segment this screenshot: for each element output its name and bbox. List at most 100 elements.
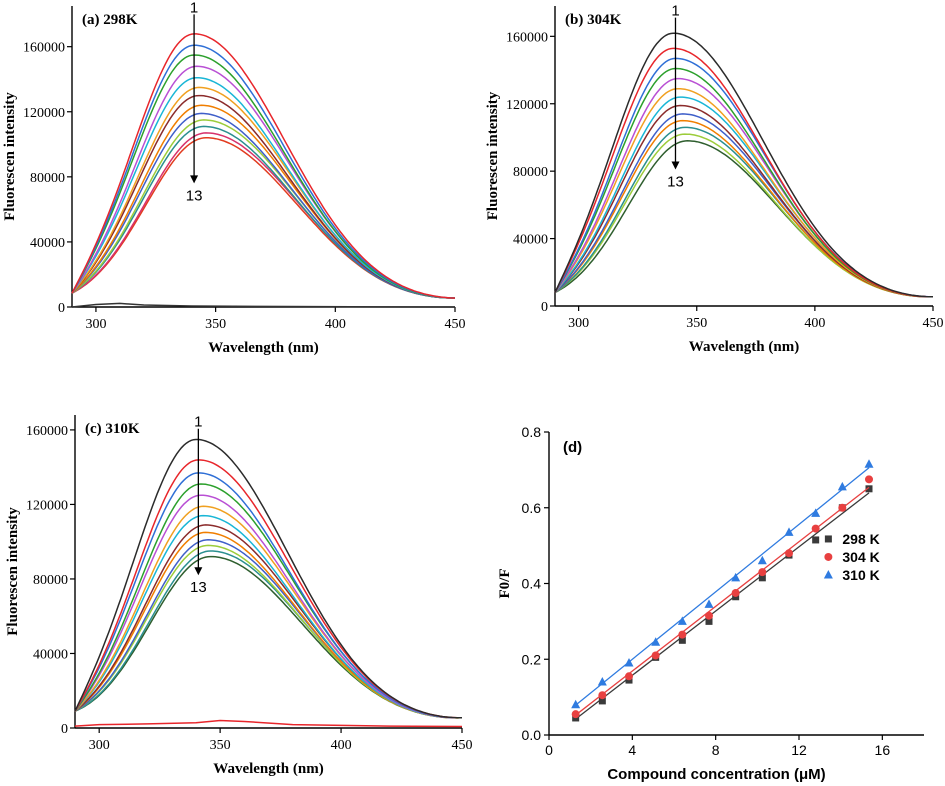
data-point-304-K — [838, 503, 847, 512]
data-point-310-K — [624, 658, 634, 667]
spectrum-curve-13 — [554, 140, 934, 298]
y-tick-label: 0 — [58, 301, 65, 316]
data-point-304-K — [598, 691, 607, 700]
data-point-298-K — [705, 617, 713, 625]
arrow-end-label: 13 — [667, 173, 684, 190]
x-tick-label: 4 — [628, 742, 636, 758]
y-tick-label: 120000 — [506, 98, 548, 113]
spectrum-curve-2 — [554, 47, 933, 298]
chart-panel-a: 0 40000 80000 120000 160000 300 350 400 450 Wavel… — [2, 0, 466, 356]
spectrum-curve-2 — [71, 44, 456, 299]
data-point-298-K — [865, 485, 873, 493]
spectrum-curve-3 — [71, 54, 456, 299]
x-tick-label: 300 — [85, 317, 106, 332]
x-tick-label: 400 — [804, 316, 825, 331]
spectrum-curve-10 — [554, 119, 934, 298]
y-tick-label: 0 — [541, 300, 548, 315]
data-point-310-K — [651, 637, 661, 646]
spectrum-curve-1 — [71, 33, 456, 299]
y-tick-label: 160000 — [26, 424, 68, 439]
spectrum-curve-5 — [554, 77, 933, 298]
legend-marker-304-K — [824, 552, 833, 561]
x-tick-label: 450 — [923, 316, 944, 331]
fit-line-298-K — [575, 492, 870, 720]
legend-label: 304 K — [842, 549, 879, 565]
spectrum-curve-4 — [74, 483, 462, 719]
y-axis-title: F0/F — [497, 569, 513, 599]
legend-marker-298-K — [824, 535, 832, 543]
x-tick-label: 300 — [89, 738, 110, 753]
arrow-start-label: 1 — [671, 3, 679, 20]
y-tick-label: 120000 — [23, 106, 65, 121]
quench-arrow-head — [671, 161, 680, 170]
data-point-310-K — [597, 676, 607, 686]
x-axis-title: Wavelength (nm) — [213, 761, 323, 777]
panel-label: (a) 298K — [82, 12, 138, 28]
data-point-298-K — [812, 536, 820, 544]
data-point-304-K — [758, 568, 767, 577]
y-axis-title: Fluorescen intensity — [2, 92, 18, 221]
data-point-310-K — [811, 508, 821, 517]
data-point-310-K — [571, 699, 581, 709]
data-point-304-K — [571, 710, 580, 719]
chart-panel-c: 0 40000 80000 120000 160000 300 350 400 450 Wavel… — [5, 414, 473, 777]
x-tick-label: 450 — [445, 317, 466, 332]
legend-marker-310-K — [823, 569, 833, 579]
y-tick-label: 0.2 — [522, 651, 542, 667]
data-point-304-K — [731, 588, 740, 597]
data-point-310-K — [704, 599, 714, 608]
data-point-310-K — [864, 459, 874, 468]
x-tick-label: 450 — [452, 738, 473, 753]
y-tick-label: 160000 — [23, 41, 65, 56]
spectrum-curve-5 — [71, 76, 456, 299]
x-tick-label: 350 — [210, 738, 231, 753]
fit-line-310-K — [575, 467, 870, 706]
panel-label: (d) — [563, 439, 582, 456]
data-point-304-K — [865, 475, 873, 484]
legend-label: 310 K — [842, 567, 879, 583]
y-tick-label: 0.6 — [522, 500, 542, 516]
arrow-start-label: 1 — [190, 0, 198, 16]
data-point-304-K — [705, 611, 713, 620]
y-axis-title: Fluorescen intensity — [5, 507, 21, 636]
arrow-end-label: 13 — [190, 579, 207, 596]
data-point-310-K — [837, 481, 847, 491]
y-tick-label: 0.8 — [522, 424, 542, 440]
baseline-trace — [74, 719, 463, 728]
y-tick-label: 40000 — [30, 236, 65, 251]
x-tick-label: 350 — [686, 316, 707, 331]
y-tick-label: 40000 — [33, 647, 68, 662]
data-point-310-K — [784, 527, 794, 536]
panel-label: (b) 304K — [565, 12, 622, 28]
data-point-304-K — [625, 672, 633, 681]
x-tick-label: 400 — [325, 317, 346, 332]
x-tick-label: 300 — [568, 316, 589, 331]
baseline-trace — [71, 302, 456, 308]
data-point-304-K — [785, 549, 793, 558]
x-tick-label: 16 — [875, 742, 891, 758]
spectrum-curve-1 — [74, 438, 462, 719]
y-tick-label: 0 — [61, 722, 68, 737]
spectrum-curve-3 — [554, 57, 933, 298]
data-point-298-K — [758, 574, 766, 582]
quench-arrow-head — [190, 175, 199, 184]
y-tick-label: 0.4 — [522, 576, 542, 592]
x-axis-title: Wavelength (nm) — [208, 340, 318, 356]
spectrum-curve-1 — [554, 32, 933, 298]
fit-line-304-K — [575, 486, 870, 716]
y-axis-title: Fluorescen intensity — [485, 91, 501, 220]
x-tick-label: 12 — [791, 742, 807, 758]
y-tick-label: 80000 — [33, 573, 68, 588]
chart-panel-b: 0 40000 80000 120000 160000 300 350 400 450 Wavel… — [485, 3, 944, 355]
chart-panel-d: 0.0 0.2 0.4 0.6 0.8 0 4 8 12 16 Compound concentra… — [497, 424, 924, 783]
spectrum-curve-7 — [74, 514, 462, 719]
y-tick-label: 0.0 — [522, 727, 542, 743]
y-tick-label: 40000 — [513, 233, 548, 248]
panel-label: (c) 310K — [85, 421, 140, 437]
quench-arrow-head — [194, 567, 203, 576]
data-point-304-K — [651, 651, 660, 660]
spectrum-curve-7 — [554, 96, 933, 298]
arrow-end-label: 13 — [186, 187, 203, 204]
y-tick-label: 80000 — [30, 171, 65, 186]
